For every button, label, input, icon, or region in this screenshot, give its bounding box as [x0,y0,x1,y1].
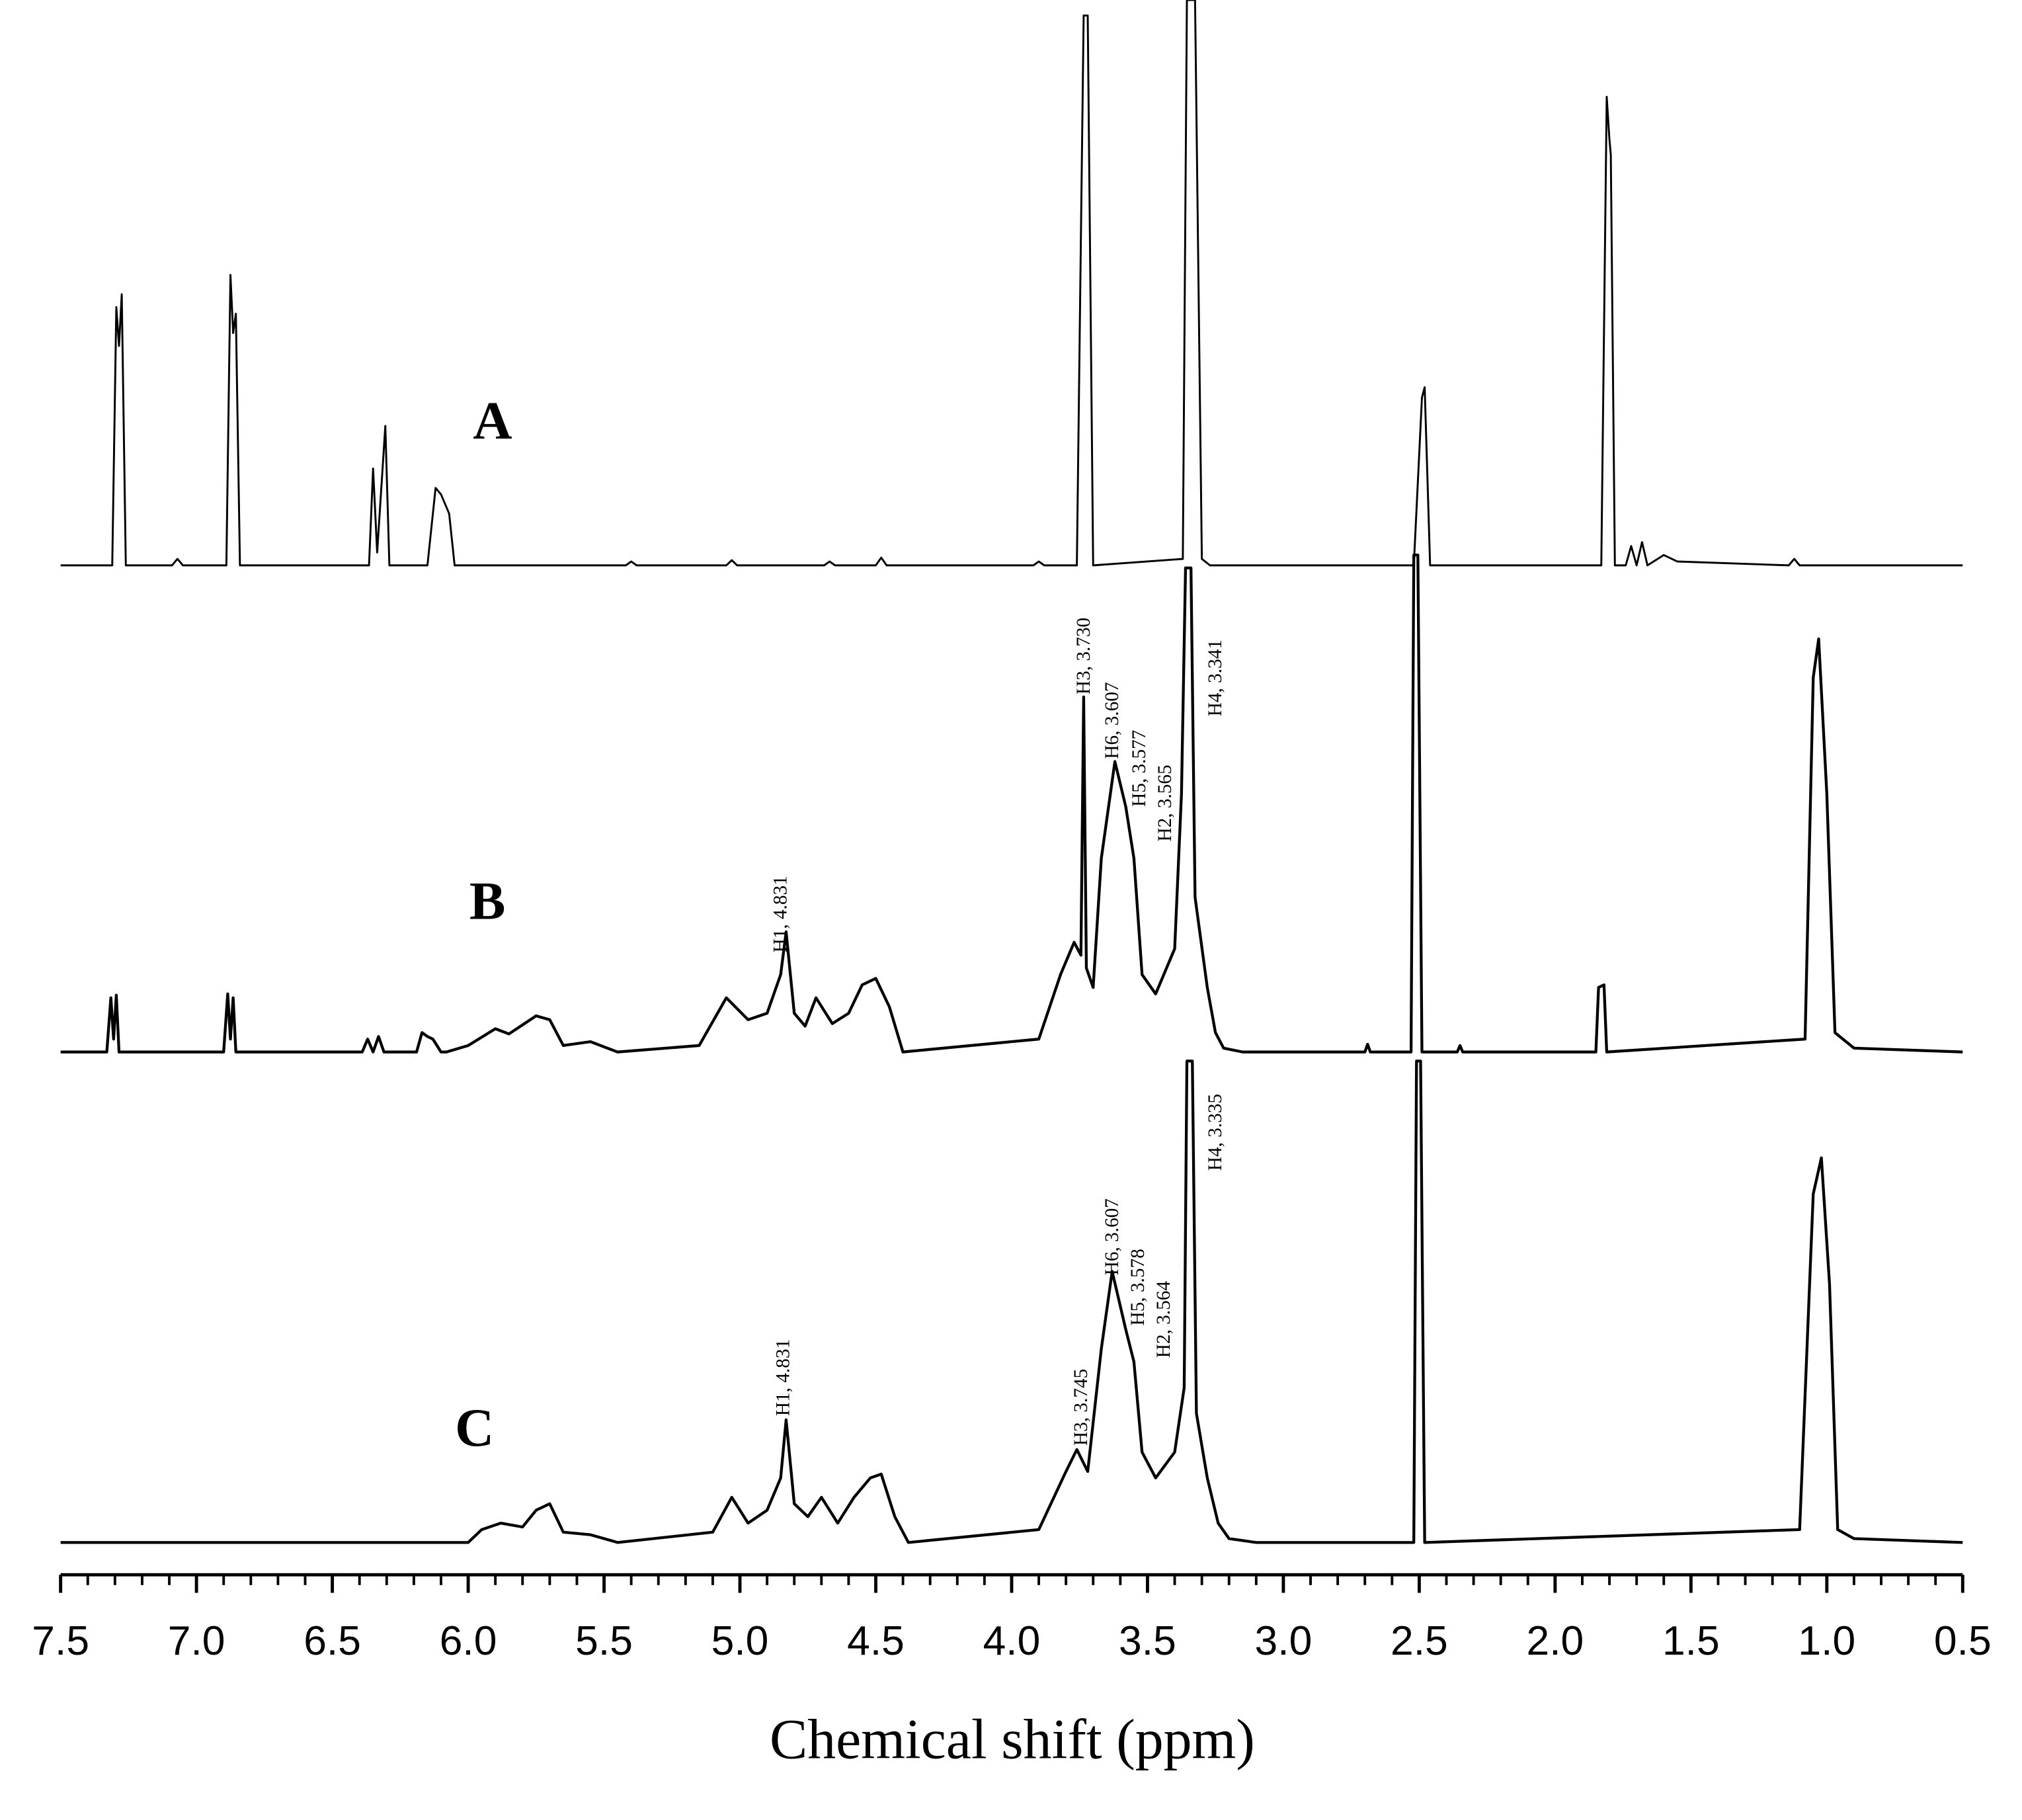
peak-annotation: H5, 3.577 [1129,730,1150,807]
x-tick-label: 4.0 [983,1618,1041,1664]
x-tick-label: 2.0 [1526,1618,1584,1664]
x-tick-label: 0.5 [1934,1618,1992,1664]
peak-annotation: H3, 3.745 [1071,1369,1092,1446]
peak-annotation: H5, 3.578 [1127,1249,1149,1325]
x-tick-label: 1.0 [1798,1618,1855,1664]
peak-annotation: H1, 4.831 [773,1339,794,1416]
x-tick-label: 4.5 [847,1618,905,1664]
x-tick-label: 7.0 [168,1618,225,1664]
x-axis-title: Chemical shift (ppm) [770,1708,1255,1770]
spectrum-line [60,1059,1963,1544]
x-tick-label: 5.0 [711,1618,769,1664]
spectrum-line [60,554,1963,1054]
peak-annotation: H6, 3.607 [1102,682,1123,759]
series-label: C [455,1397,494,1458]
peak-annotation: H4, 3.341 [1205,640,1226,716]
x-tick-label: 5.5 [575,1618,633,1664]
series-label: A [473,391,512,451]
spectrum-line [60,0,1963,567]
peak-annotation: H4, 3.335 [1205,1094,1226,1171]
x-tick-label: 1.5 [1662,1618,1720,1664]
peak-annotation: H2, 3.565 [1154,765,1176,841]
peak-annotation: H3, 3.730 [1073,618,1094,694]
x-tick-label: 7.5 [32,1618,89,1664]
peak-annotation: H6, 3.607 [1102,1198,1123,1275]
peak-annotation: H1, 4.831 [770,876,791,952]
series-label: B [469,871,506,931]
x-tick-label: 6.5 [303,1618,361,1664]
x-tick-label: 6.0 [440,1618,497,1664]
x-tick-label: 3.0 [1255,1618,1313,1664]
x-tick-label: 2.5 [1391,1618,1448,1664]
peak-annotation: H2, 3.564 [1153,1281,1174,1358]
x-tick-label: 3.5 [1119,1618,1176,1664]
